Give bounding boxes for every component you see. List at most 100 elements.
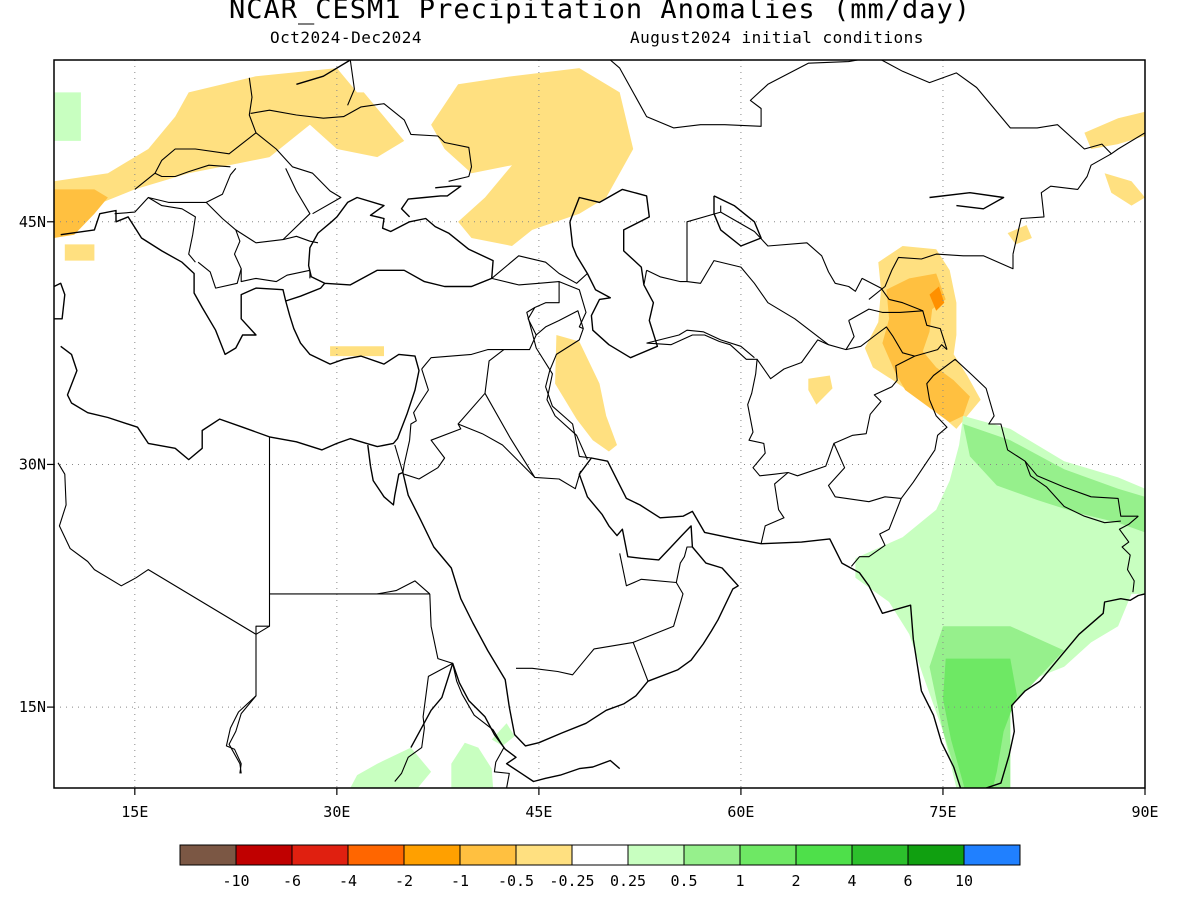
country-border (535, 310, 592, 459)
coastline (54, 282, 66, 320)
lon-tick-label: 75E (929, 803, 956, 821)
anomaly-region (451, 742, 494, 788)
country-border (347, 60, 355, 106)
country-border (377, 580, 431, 595)
country-border (760, 472, 789, 544)
anomaly-region (54, 92, 81, 141)
colorbar-swatch (851, 844, 909, 866)
country-border (394, 593, 454, 782)
initial-conditions: August2024 initial conditions (630, 28, 924, 47)
country-border (134, 77, 257, 190)
boundary-layer (54, 60, 1145, 788)
country-border (609, 60, 1145, 155)
colorbar-label: -4 (339, 872, 357, 890)
country-border (526, 307, 588, 460)
coastline (929, 191, 1005, 210)
anomaly-region (1007, 225, 1032, 245)
lat-tick-label: 30N (19, 455, 46, 473)
anomaly-region (54, 68, 358, 206)
country-border (1012, 153, 1112, 255)
country-border (686, 260, 829, 346)
coastline (296, 60, 351, 85)
anomaly-region (808, 375, 833, 405)
colorbar-label: -0.25 (549, 872, 594, 890)
country-border (516, 641, 649, 682)
country-border (484, 393, 582, 490)
country-border (619, 553, 684, 643)
coastline (713, 195, 762, 247)
country-border (900, 358, 1139, 517)
colorbar-label: 6 (903, 872, 912, 890)
country-border (646, 334, 948, 477)
anomaly-region (1084, 111, 1145, 149)
country-border (868, 253, 1014, 300)
country-border (404, 349, 505, 480)
plot-frame (53, 59, 1146, 789)
country-border (643, 270, 648, 286)
colorbar-label: -0.5 (498, 872, 534, 890)
colorbar-swatch (907, 844, 965, 866)
graticule (54, 60, 1145, 788)
coastline (60, 196, 494, 356)
country-border (845, 320, 855, 350)
country-border (493, 747, 510, 788)
country-border (675, 546, 693, 583)
colorbar-swatch (739, 844, 797, 866)
anomaly-region (296, 92, 405, 158)
colorbar-swatch (459, 844, 517, 866)
colorbar-swatch (627, 844, 685, 866)
anomaly-region (431, 68, 634, 246)
colorbar-swatch (347, 844, 405, 866)
country-border (57, 462, 270, 635)
coastline (369, 457, 962, 788)
coastline (569, 188, 659, 359)
country-border (457, 423, 536, 478)
country-border (235, 229, 319, 244)
anomaly-region (882, 273, 970, 423)
country-border (268, 436, 430, 595)
anomaly-region (1104, 173, 1145, 206)
country-border (282, 168, 311, 240)
colorbar-label: 2 (791, 872, 800, 890)
colorbar-swatch (571, 844, 629, 866)
colorbar-label: 4 (847, 872, 856, 890)
country-border (402, 368, 429, 473)
country-border (646, 329, 755, 359)
country-border (255, 132, 342, 215)
anomaly-fill-layer (54, 68, 1145, 788)
country-border (197, 202, 242, 289)
forecast-period: Oct2024-Dec2024 (270, 28, 422, 47)
coastline (985, 593, 1145, 788)
lon-tick-label: 30E (323, 803, 350, 821)
country-border (1118, 515, 1139, 593)
colorbar-label: 0.5 (670, 872, 697, 890)
country-border (225, 695, 257, 774)
lat-tick-label: 15N (19, 698, 46, 716)
coastline (60, 300, 420, 461)
colorbar-label: 1 (735, 872, 744, 890)
country-border (240, 268, 311, 283)
anomaly-region (555, 335, 617, 452)
lon-tick-label: 60E (727, 803, 754, 821)
anomaly-region (943, 658, 1017, 788)
country-border (154, 164, 231, 178)
anomaly-region (350, 747, 432, 788)
anomaly-region (491, 723, 515, 746)
colorbar-swatch (291, 844, 349, 866)
country-border (491, 255, 588, 284)
colorbar-swatch (403, 844, 461, 866)
colorbar: -10 -6 -4 -2 -1 -0.5 -0.25 0.25 0.5 1 2 4 6 10 (179, 844, 1021, 890)
lon-tick-label: 90E (1131, 803, 1158, 821)
country-border (1024, 461, 1121, 524)
axis-ticks: 15E 30E 45E 60E 75E 90E 45N 30N 15N (19, 213, 1159, 821)
anomaly-region (929, 286, 945, 311)
country-border (114, 196, 196, 263)
country-border (720, 211, 924, 312)
colorbar-swatch (963, 844, 1021, 866)
anomaly-region (54, 189, 108, 238)
colorbar-label: -6 (283, 872, 301, 890)
anomaly-region (64, 244, 95, 261)
country-border (228, 593, 271, 774)
colorbar-label: -10 (222, 872, 249, 890)
